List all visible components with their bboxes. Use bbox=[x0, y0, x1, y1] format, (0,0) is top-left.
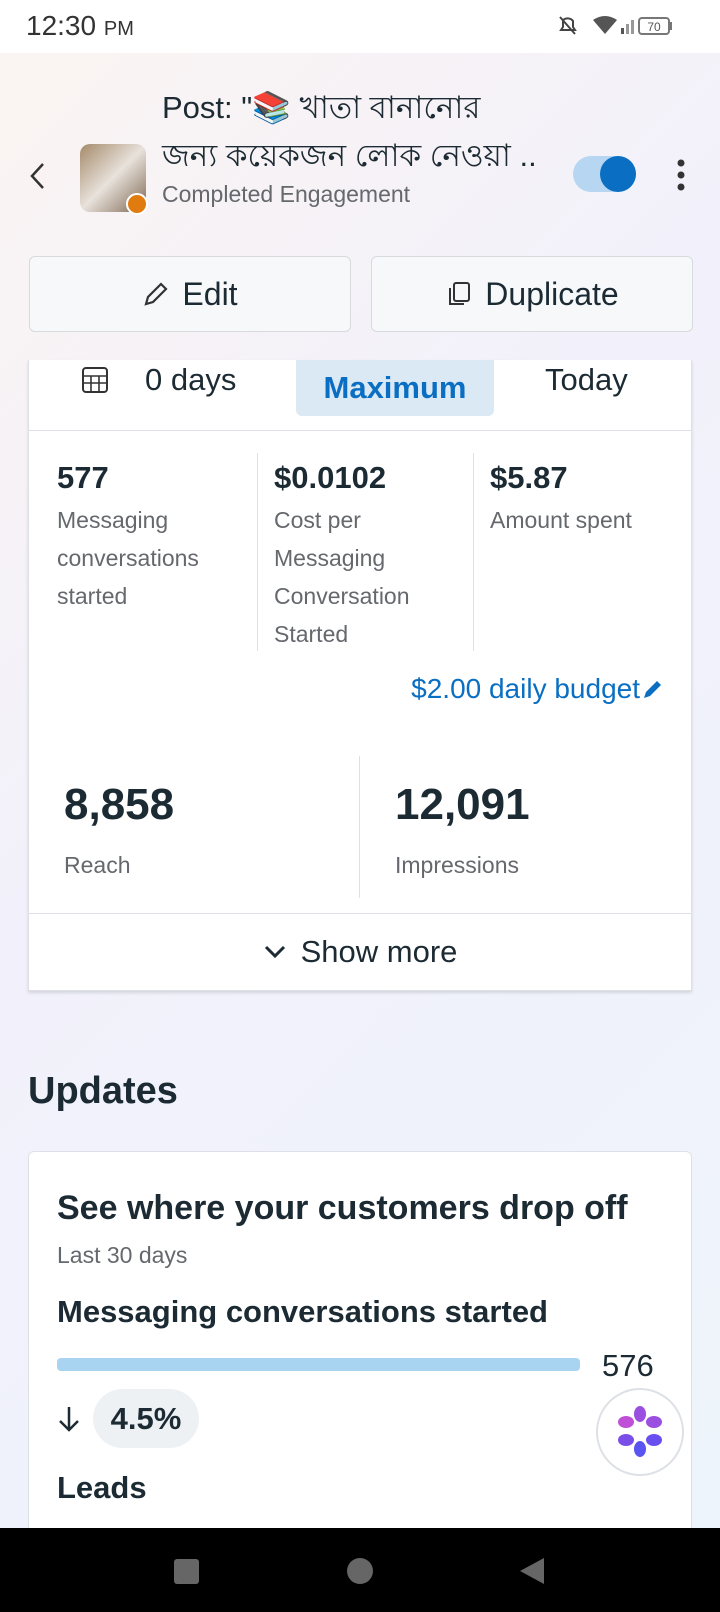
back-button[interactable] bbox=[26, 160, 50, 192]
status-dot bbox=[126, 193, 148, 215]
metric-label: Cost per Messaging Conversation Started bbox=[274, 507, 410, 647]
metric-value: 577 bbox=[57, 460, 109, 495]
divider bbox=[473, 453, 474, 651]
post-subtitle: Completed Engagement bbox=[162, 181, 411, 207]
funnel-step-name: Leads bbox=[57, 1470, 147, 1505]
total-label: Reach bbox=[64, 852, 131, 878]
time: 12:30 bbox=[26, 10, 97, 41]
assistant-button[interactable] bbox=[594, 1386, 686, 1478]
divider bbox=[257, 453, 258, 651]
date-tab-selected[interactable]: Maximum bbox=[296, 360, 494, 416]
card-period: Last 30 days bbox=[57, 1242, 188, 1268]
total-label: Impressions bbox=[395, 852, 519, 878]
battery-level: 70 bbox=[647, 20, 661, 34]
post-title: Post: "📚 খাতা বানানোর bbox=[162, 90, 481, 125]
divider bbox=[359, 756, 360, 898]
duplicate-icon bbox=[449, 282, 471, 305]
show-more-label: Show more bbox=[300, 934, 458, 969]
budget-text: $2.00 daily budget bbox=[411, 673, 640, 704]
edit-icon bbox=[144, 282, 168, 306]
date-tab[interactable]: Today bbox=[545, 362, 628, 397]
budget-link[interactable]: $2.00 daily budget bbox=[411, 673, 662, 705]
button-label: Duplicate bbox=[485, 275, 619, 312]
arrow-down bbox=[59, 1407, 79, 1432]
divider bbox=[29, 430, 691, 431]
calendar-icon bbox=[82, 367, 108, 393]
metric-value: $0.0102 bbox=[274, 460, 387, 495]
total-value: 12,091 bbox=[395, 780, 530, 829]
funnel-step-value: 576 bbox=[602, 1348, 654, 1383]
drop-pill: 4.5% bbox=[93, 1389, 199, 1448]
button-label: Edit bbox=[182, 275, 238, 312]
metric-label: Amount spent bbox=[490, 507, 632, 533]
date-tab[interactable]: 0 days bbox=[145, 362, 237, 397]
chevron-down bbox=[264, 945, 285, 959]
card-title: See where your customers drop off bbox=[57, 1189, 628, 1227]
status-time: 12:30 PM bbox=[26, 10, 134, 42]
divider bbox=[29, 913, 691, 914]
pencil-icon bbox=[644, 681, 661, 698]
nav-buttons bbox=[174, 1558, 544, 1584]
status-icons: 70 bbox=[559, 16, 672, 35]
metric-value: $5.87 bbox=[490, 460, 568, 495]
section-heading: Updates bbox=[28, 1070, 178, 1112]
time-period: PM bbox=[103, 18, 134, 40]
funnel-bar bbox=[57, 1358, 580, 1371]
funnel-step-name: Messaging conversations started bbox=[57, 1294, 548, 1329]
total-value: 8,858 bbox=[64, 780, 175, 829]
show-more-button[interactable]: Show more bbox=[29, 914, 691, 990]
more-menu[interactable] bbox=[675, 158, 687, 192]
metric-label: Messaging conversations started bbox=[57, 507, 199, 609]
toggle[interactable] bbox=[573, 156, 636, 192]
duplicate-button[interactable]: Duplicate bbox=[371, 256, 693, 332]
edit-button[interactable]: Edit bbox=[29, 256, 351, 332]
stats-card bbox=[28, 360, 692, 991]
post-title: জন্য কয়েকজন লোক নেওয়া .. bbox=[162, 138, 537, 173]
